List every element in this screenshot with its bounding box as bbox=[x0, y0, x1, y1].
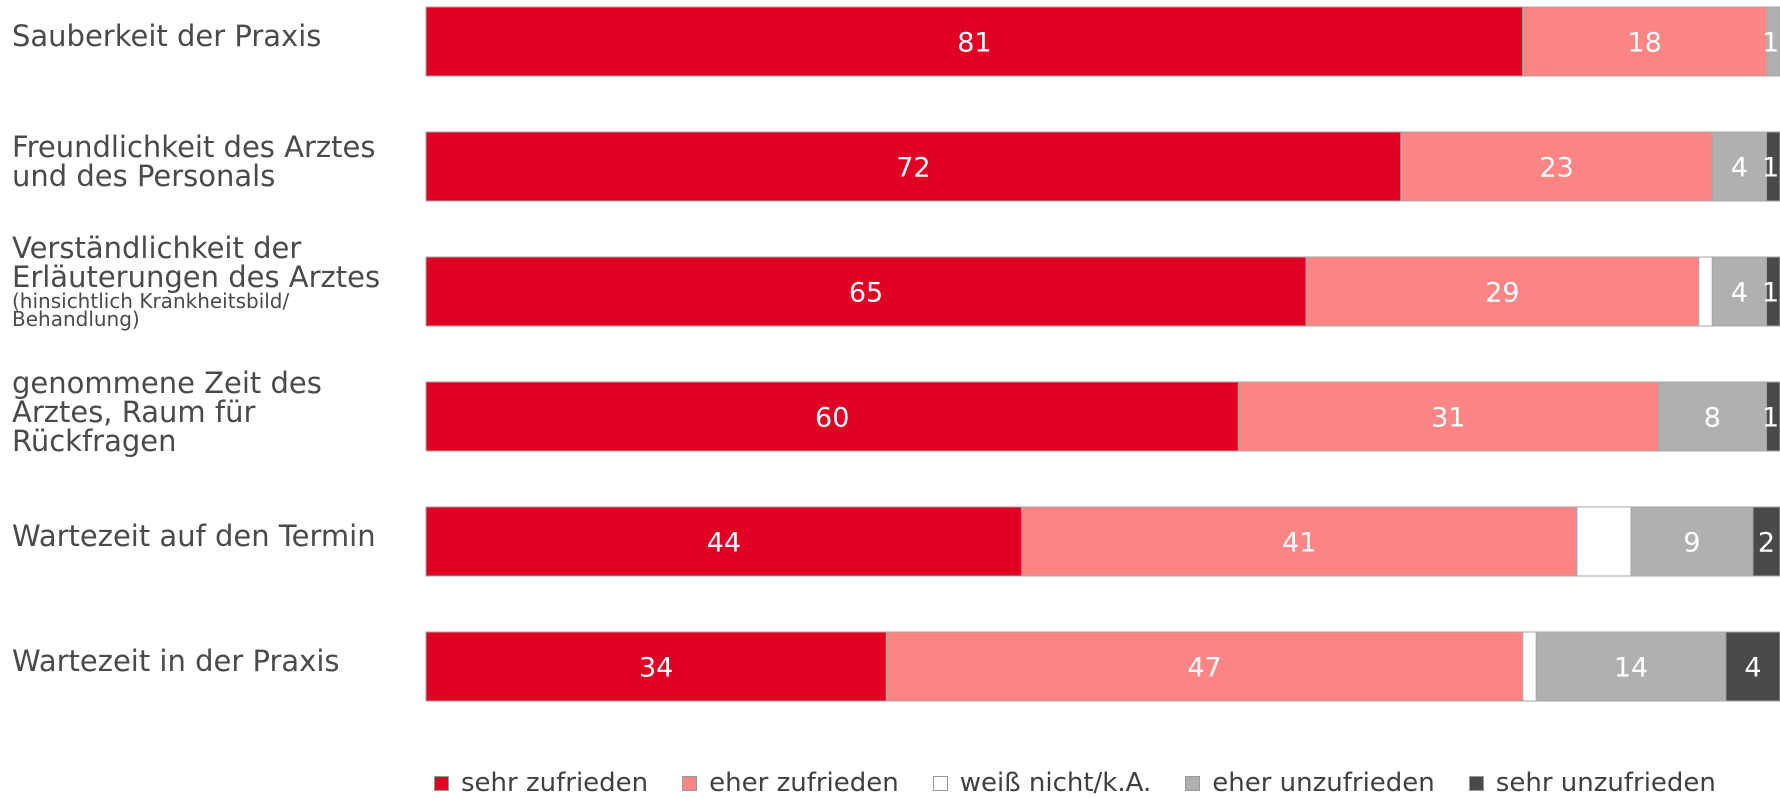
category-label-text: Wartezeit in der Praxis bbox=[12, 644, 340, 678]
data-label: 1 bbox=[1762, 278, 1779, 309]
category-label-text: Wartezeit auf den Termin bbox=[12, 519, 376, 553]
legend-swatch bbox=[434, 775, 449, 791]
bar-segment bbox=[1522, 6, 1767, 77]
legend-item: eher zufrieden bbox=[682, 768, 899, 798]
bar-segment bbox=[1752, 506, 1780, 577]
bar-segment bbox=[1522, 631, 1537, 702]
chart-legend: sehr zufrieden eher zufrieden weiß nicht/k… bbox=[434, 768, 1750, 798]
category-label: Sauberkeit der Praxis bbox=[12, 22, 412, 51]
legend-label: sehr zufrieden bbox=[461, 768, 649, 798]
data-label: 23 bbox=[1539, 153, 1573, 184]
data-label: 4 bbox=[1731, 153, 1748, 184]
category-label-text: Freundlichkeit des Arztes und des Person… bbox=[12, 130, 376, 193]
bar-segment bbox=[1535, 631, 1727, 702]
category-label: Freundlichkeit des Arztes und des Person… bbox=[12, 133, 412, 191]
data-label: 14 bbox=[1614, 653, 1648, 684]
data-label: 41 bbox=[1282, 528, 1316, 559]
data-label: 60 bbox=[815, 403, 849, 434]
bar-segment bbox=[1237, 381, 1659, 452]
bar-segment bbox=[885, 631, 1524, 702]
category-label-text: Verständlichkeit der Erläuterungen des A… bbox=[12, 231, 381, 294]
bar-segment bbox=[425, 381, 1239, 452]
data-label: 4 bbox=[1731, 278, 1748, 309]
legend-label: eher zufrieden bbox=[709, 768, 899, 798]
category-label-text: Sauberkeit der Praxis bbox=[12, 19, 322, 53]
data-label: 31 bbox=[1431, 403, 1465, 434]
category-label: Wartezeit auf den Termin bbox=[12, 522, 412, 551]
data-label: 44 bbox=[707, 528, 741, 559]
data-label: 2 bbox=[1758, 528, 1775, 559]
bar-segment bbox=[425, 6, 1524, 77]
legend-item: eher unzufrieden bbox=[1185, 768, 1435, 798]
category-label: genommene Zeit des Arztes, Raum für Rück… bbox=[12, 369, 412, 456]
data-label: 65 bbox=[849, 278, 883, 309]
bar-segment bbox=[425, 256, 1307, 327]
legend-item: sehr unzufrieden bbox=[1468, 768, 1716, 798]
legend-swatch bbox=[682, 775, 698, 791]
data-label: 72 bbox=[896, 153, 930, 184]
data-label: 9 bbox=[1683, 528, 1700, 559]
data-label: 81 bbox=[957, 28, 991, 59]
bar-segment bbox=[1305, 256, 1700, 327]
bar-segment bbox=[1021, 506, 1578, 577]
category-label: Verständlichkeit der Erläuterungen des A… bbox=[12, 231, 412, 331]
data-label: 47 bbox=[1187, 653, 1221, 684]
bar-segment bbox=[1630, 506, 1754, 577]
bar-segment bbox=[1657, 381, 1767, 452]
data-label: 18 bbox=[1627, 28, 1661, 59]
category-label-text: genommene Zeit des Arztes, Raum für Rück… bbox=[12, 366, 322, 458]
legend-label: eher unzufrieden bbox=[1212, 768, 1435, 798]
bar-segment bbox=[1711, 131, 1767, 202]
category-label: Wartezeit in der Praxis bbox=[12, 647, 412, 676]
bar-segment bbox=[1400, 131, 1713, 202]
category-label-note: (hinsichtlich Krankheitsbild/ Behandlung… bbox=[12, 289, 290, 331]
bar-segment bbox=[1711, 256, 1767, 327]
bar-segment bbox=[1725, 631, 1780, 702]
legend-item: weiß nicht/k.A. bbox=[932, 768, 1152, 798]
legend-swatch bbox=[1185, 775, 1201, 791]
data-label: 29 bbox=[1485, 278, 1519, 309]
legend-label: weiß nicht/k.A. bbox=[959, 768, 1152, 798]
data-label: 1 bbox=[1762, 28, 1779, 59]
bar-segment bbox=[1698, 256, 1713, 327]
data-label: 1 bbox=[1762, 403, 1779, 434]
legend-swatch bbox=[1468, 775, 1484, 791]
data-label: 8 bbox=[1704, 403, 1721, 434]
legend-swatch bbox=[932, 775, 948, 791]
data-label: 4 bbox=[1744, 653, 1761, 684]
bar-segment bbox=[425, 506, 1023, 577]
data-label: 34 bbox=[639, 653, 673, 684]
data-label: 1 bbox=[1762, 153, 1779, 184]
bar-segment bbox=[1576, 506, 1632, 577]
legend-item: sehr zufrieden bbox=[434, 768, 648, 798]
legend-label: sehr unzufrieden bbox=[1495, 768, 1716, 798]
bars-layer: 81 18 172 23 4 165 29 4 160 31 8 144 41 9 234 47 14 4 bbox=[425, 6, 1780, 702]
